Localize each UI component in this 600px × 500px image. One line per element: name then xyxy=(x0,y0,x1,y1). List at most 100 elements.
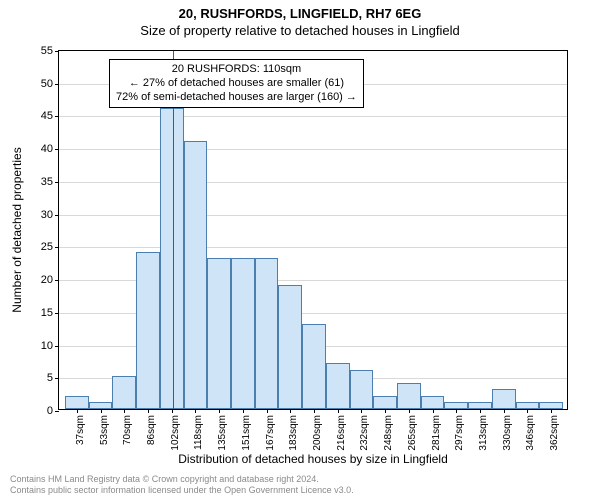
ytick-mark xyxy=(55,84,59,85)
ytick-mark xyxy=(55,280,59,281)
xtick-mark xyxy=(456,409,457,413)
xtick-label: 70sqm xyxy=(122,415,133,445)
xtick-mark xyxy=(480,409,481,413)
xtick-label: 281sqm xyxy=(431,415,442,451)
ytick-label: 5 xyxy=(47,372,53,384)
gridline xyxy=(59,215,567,216)
ytick-mark xyxy=(55,247,59,248)
footer: Contains HM Land Registry data © Crown c… xyxy=(10,474,354,496)
xtick-label: 216sqm xyxy=(336,415,347,451)
histogram-bar xyxy=(136,252,160,409)
ytick-mark xyxy=(55,51,59,52)
ytick-label: 20 xyxy=(41,274,53,286)
xtick-mark xyxy=(551,409,552,413)
ytick-mark xyxy=(55,411,59,412)
xtick-mark xyxy=(504,409,505,413)
xtick-label: 200sqm xyxy=(312,415,323,451)
ytick-label: 25 xyxy=(41,241,53,253)
ytick-label: 50 xyxy=(41,78,53,90)
xtick-label: 53sqm xyxy=(99,415,110,445)
x-axis-label: Distribution of detached houses by size … xyxy=(58,452,568,466)
xtick-label: 86sqm xyxy=(146,415,157,445)
xtick-label: 102sqm xyxy=(170,415,181,451)
xtick-mark xyxy=(243,409,244,413)
ytick-mark xyxy=(55,149,59,150)
histogram-bar xyxy=(160,108,184,409)
gridline xyxy=(59,149,567,150)
xtick-mark xyxy=(77,409,78,413)
histogram-bar xyxy=(65,396,89,409)
annotation-line: 72% of semi-detached houses are larger (… xyxy=(116,91,357,105)
xtick-mark xyxy=(361,409,362,413)
ytick-mark xyxy=(55,116,59,117)
xtick-mark xyxy=(219,409,220,413)
ytick-mark xyxy=(55,215,59,216)
xtick-label: 265sqm xyxy=(407,415,418,451)
ytick-label: 10 xyxy=(41,340,53,352)
ytick-mark xyxy=(55,346,59,347)
histogram-bar xyxy=(373,396,397,409)
plot-region: 051015202530354045505537sqm53sqm70sqm86s… xyxy=(58,50,568,410)
xtick-mark xyxy=(124,409,125,413)
ytick-label: 55 xyxy=(41,45,53,57)
annotation-box: 20 RUSHFORDS: 110sqm← 27% of detached ho… xyxy=(109,59,364,108)
xtick-mark xyxy=(148,409,149,413)
xtick-label: 232sqm xyxy=(359,415,370,451)
ytick-mark xyxy=(55,313,59,314)
histogram-bar xyxy=(397,383,421,409)
figure-container: 20, RUSHFORDS, LINGFIELD, RH7 6EG Size o… xyxy=(0,0,600,500)
xtick-mark xyxy=(409,409,410,413)
ytick-mark xyxy=(55,182,59,183)
xtick-label: 346sqm xyxy=(525,415,536,451)
xtick-mark xyxy=(338,409,339,413)
xtick-label: 135sqm xyxy=(217,415,228,451)
xtick-label: 151sqm xyxy=(241,415,252,451)
histogram-bar xyxy=(112,376,136,409)
xtick-mark xyxy=(172,409,173,413)
gridline xyxy=(59,247,567,248)
xtick-mark xyxy=(527,409,528,413)
histogram-bar xyxy=(184,141,208,409)
ytick-label: 0 xyxy=(47,405,53,417)
xtick-label: 118sqm xyxy=(193,415,204,450)
xtick-label: 183sqm xyxy=(288,415,299,451)
histogram-bar xyxy=(492,389,516,409)
annotation-line: ← 27% of detached houses are smaller (61… xyxy=(116,77,357,91)
xtick-mark xyxy=(101,409,102,413)
ytick-label: 45 xyxy=(41,110,53,122)
histogram-bar xyxy=(207,258,231,409)
xtick-label: 362sqm xyxy=(549,415,560,451)
ytick-label: 30 xyxy=(41,209,53,221)
ytick-label: 15 xyxy=(41,307,53,319)
xtick-mark xyxy=(385,409,386,413)
annotation-line: 20 RUSHFORDS: 110sqm xyxy=(116,63,357,77)
ytick-label: 35 xyxy=(41,176,53,188)
xtick-label: 248sqm xyxy=(383,415,394,451)
xtick-mark xyxy=(267,409,268,413)
y-axis-label: Number of detached properties xyxy=(10,147,24,312)
histogram-bar xyxy=(231,258,255,409)
histogram-bar xyxy=(302,324,326,409)
chart-area: 051015202530354045505537sqm53sqm70sqm86s… xyxy=(58,50,568,410)
footer-line-2: Contains public sector information licen… xyxy=(10,485,354,496)
title-main: 20, RUSHFORDS, LINGFIELD, RH7 6EG xyxy=(0,0,600,21)
xtick-label: 167sqm xyxy=(265,415,276,451)
xtick-label: 297sqm xyxy=(454,415,465,451)
histogram-bar xyxy=(350,370,374,409)
xtick-label: 330sqm xyxy=(502,415,513,451)
xtick-mark xyxy=(290,409,291,413)
xtick-label: 313sqm xyxy=(478,415,489,451)
ytick-mark xyxy=(55,378,59,379)
xtick-mark xyxy=(195,409,196,413)
histogram-bar xyxy=(255,258,279,409)
xtick-label: 37sqm xyxy=(75,415,86,445)
xtick-mark xyxy=(314,409,315,413)
ytick-label: 40 xyxy=(41,143,53,155)
gridline xyxy=(59,182,567,183)
histogram-bar xyxy=(326,363,350,409)
xtick-mark xyxy=(433,409,434,413)
footer-line-1: Contains HM Land Registry data © Crown c… xyxy=(10,474,354,485)
title-sub: Size of property relative to detached ho… xyxy=(0,21,600,38)
histogram-bar xyxy=(278,285,302,409)
gridline xyxy=(59,116,567,117)
